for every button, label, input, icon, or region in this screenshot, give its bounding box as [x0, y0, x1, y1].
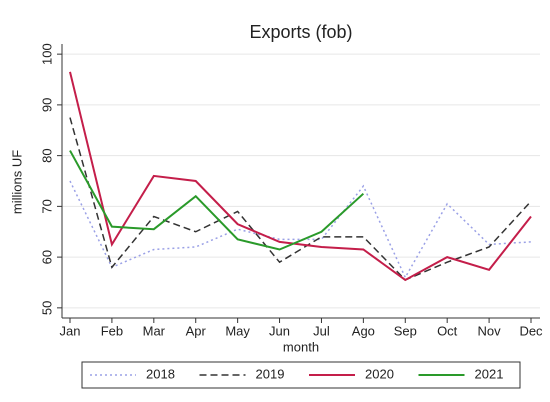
series-line — [69, 150, 365, 251]
x-tick-label: Jun — [269, 323, 290, 338]
x-tick-label: Oct — [437, 323, 458, 338]
legend-label: 2020 — [365, 366, 394, 381]
x-axis-label: month — [283, 339, 319, 354]
y-tick-label: 70 — [39, 199, 54, 213]
y-tick-label: 90 — [39, 98, 54, 112]
y-tick-label: 60 — [39, 250, 54, 264]
x-tick-label: May — [225, 323, 250, 338]
series-line — [69, 117, 532, 281]
y-tick-label: 50 — [39, 301, 54, 315]
x-tick-label: Dec — [519, 323, 543, 338]
legend-label: 2019 — [256, 366, 285, 381]
y-tick-label: 80 — [39, 148, 54, 162]
x-tick-label: Feb — [101, 323, 123, 338]
x-tick-label: Ago — [352, 323, 375, 338]
legend-label: 2021 — [475, 366, 504, 381]
series-line — [69, 71, 532, 282]
x-tick-label: Sep — [394, 323, 417, 338]
x-tick-label: Jul — [313, 323, 330, 338]
x-tick-label: Mar — [143, 323, 166, 338]
series-line — [69, 180, 532, 280]
chart-title: Exports (fob) — [249, 22, 352, 42]
x-tick-label: Nov — [478, 323, 502, 338]
legend-label: 2018 — [146, 366, 175, 381]
x-tick-label: Jan — [60, 323, 81, 338]
y-axis-label: millions UF — [9, 150, 24, 214]
x-tick-label: Apr — [186, 323, 207, 338]
y-tick-label: 100 — [39, 43, 54, 65]
